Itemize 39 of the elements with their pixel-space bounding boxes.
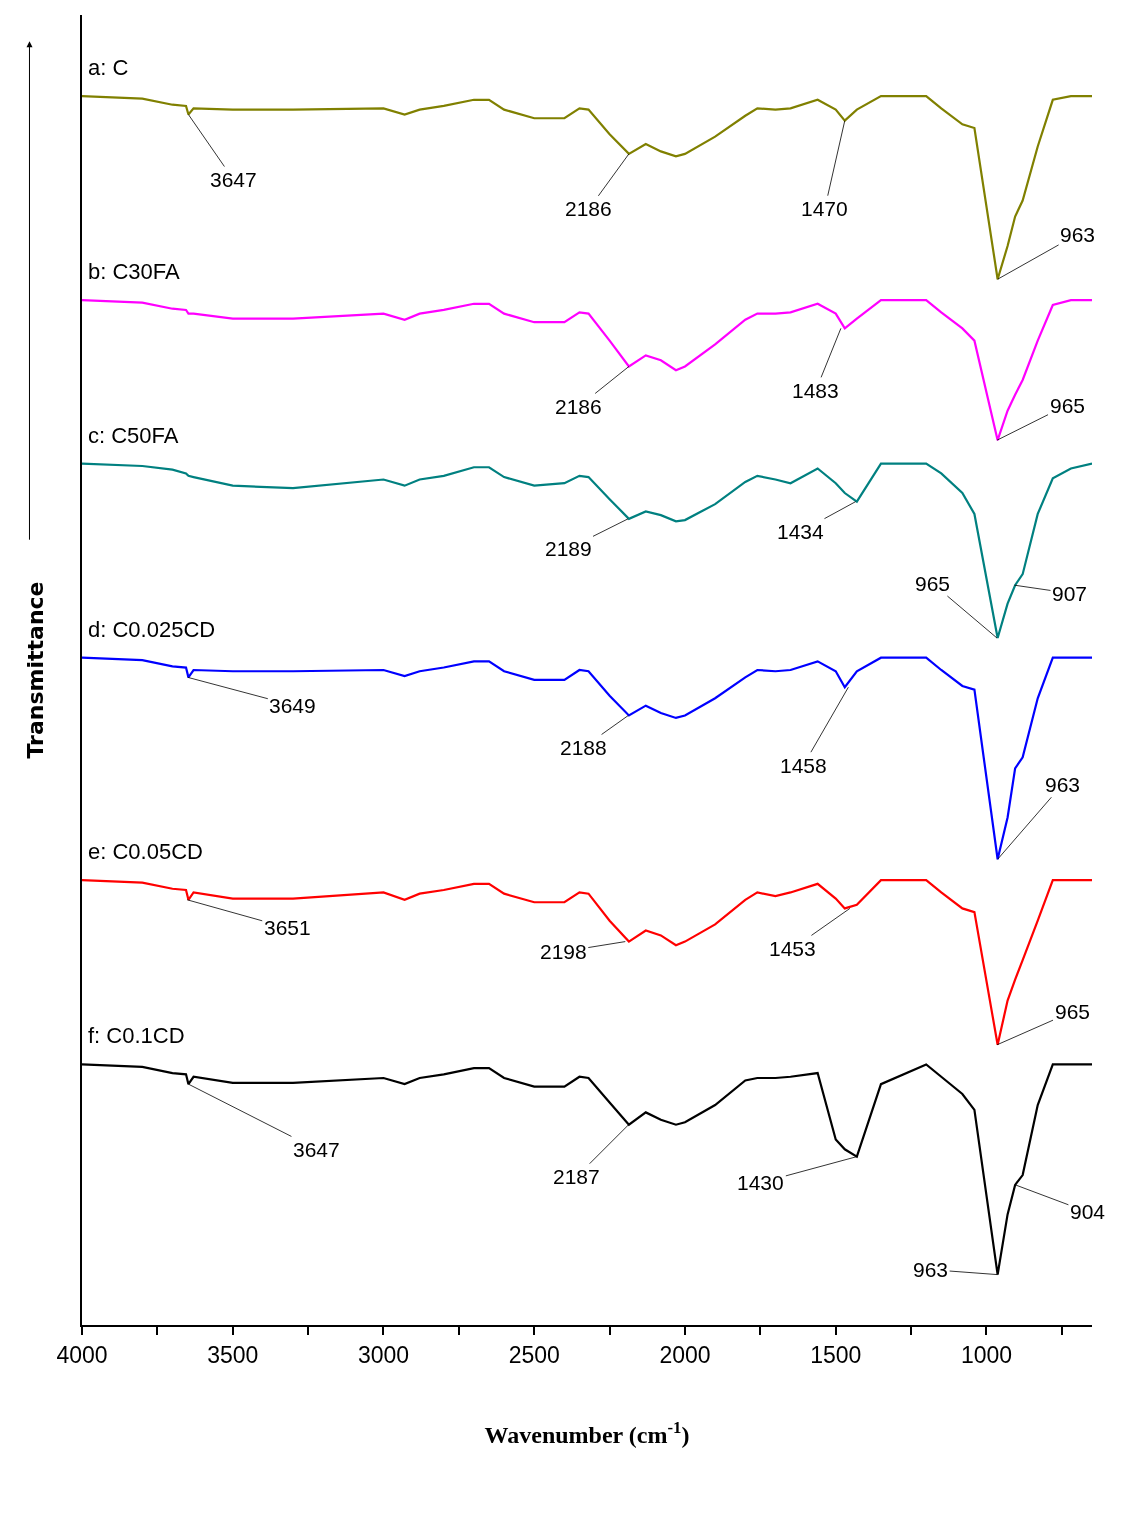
annotation: 965: [1050, 394, 1086, 417]
annotation: 3647: [210, 168, 257, 191]
annotation: 3649: [269, 694, 316, 717]
x-axis-title: Wavenumber (cm$^{-1}$): [484, 1418, 690, 1449]
annotation: 907: [1052, 582, 1088, 605]
annotation: 3647: [293, 1138, 340, 1161]
series-label: e: C0.05CD: [88, 839, 203, 864]
annotation: 1483: [792, 379, 839, 402]
annotation: 965: [915, 572, 951, 595]
annotation: 904: [1070, 1200, 1106, 1223]
annotation: 965: [1055, 1000, 1091, 1023]
annotation: 1453: [769, 937, 816, 960]
annotation: 2189: [545, 537, 592, 560]
x-tick-label: 3000: [357, 1341, 410, 1368]
annotation: 963: [1060, 223, 1096, 246]
series-label: c: C50FA: [88, 423, 179, 448]
annotation: 2187: [553, 1165, 600, 1188]
x-tick-label: 1500: [810, 1341, 862, 1368]
annotation: 3651: [264, 916, 311, 939]
series-label: b: C30FA: [88, 259, 181, 284]
annotation: 1434: [777, 520, 825, 543]
series-label: f: C0.1CD: [88, 1023, 185, 1048]
annotation: 963: [913, 1258, 949, 1281]
annotation: 2188: [560, 736, 607, 759]
x-tick-label: 3500: [207, 1341, 259, 1368]
annotation: 1470: [801, 197, 848, 220]
y-axis-title: Transmittance: [23, 581, 49, 759]
annotation: 2186: [565, 197, 612, 220]
x-tick-label: 1000: [960, 1341, 1013, 1368]
annotation: 1458: [780, 754, 827, 777]
x-tick-label: 4000: [56, 1341, 108, 1368]
annotation: 1430: [737, 1171, 784, 1194]
x-tick-label: 2000: [659, 1341, 711, 1368]
series-label: d: C0.025CD: [88, 617, 216, 642]
x-tick-label: 2500: [508, 1341, 560, 1368]
annotation: 963: [1045, 773, 1081, 796]
annotation: 2198: [540, 940, 587, 963]
annotation: 2186: [555, 395, 602, 418]
series-label: a: C: [88, 55, 129, 80]
